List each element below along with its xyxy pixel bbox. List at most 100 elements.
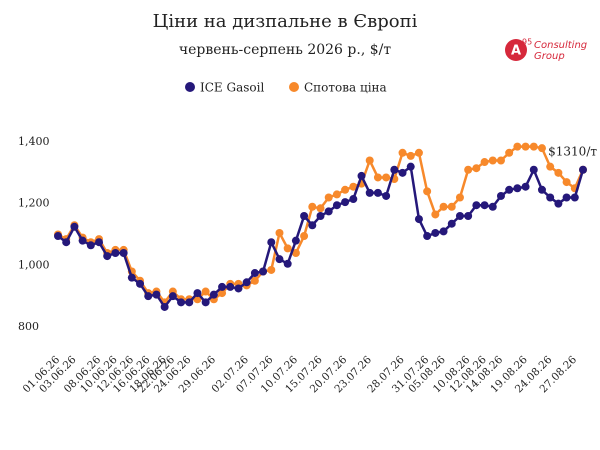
point [521, 182, 530, 191]
point [95, 238, 104, 247]
point [554, 168, 563, 177]
point [111, 248, 120, 257]
point [472, 164, 481, 173]
point [423, 187, 432, 196]
point [414, 215, 423, 224]
point [546, 162, 555, 171]
point [455, 212, 464, 221]
point [480, 201, 489, 210]
logo-text: Group [534, 51, 565, 62]
point [439, 227, 448, 236]
point [546, 193, 555, 202]
point [505, 148, 514, 157]
point [250, 269, 259, 278]
point [365, 188, 374, 197]
y-tick-label: 1,400 [18, 135, 50, 148]
point [496, 156, 505, 165]
point [201, 287, 210, 296]
chart-subtitle: червень-серпень 2026 р., $/т [179, 42, 391, 58]
point [529, 165, 538, 174]
point [390, 165, 399, 174]
point [341, 185, 350, 194]
point [78, 236, 87, 245]
point [373, 173, 382, 182]
point [431, 210, 440, 219]
logo: A 95 Consulting Group [505, 38, 587, 62]
point [218, 289, 227, 298]
point [193, 289, 202, 298]
point [529, 142, 538, 151]
point [324, 207, 333, 216]
point [86, 241, 95, 250]
point [283, 244, 292, 253]
point [119, 248, 128, 257]
point [267, 265, 276, 274]
point [513, 184, 522, 193]
point [275, 228, 284, 237]
logo-badge [505, 39, 527, 61]
point [382, 173, 391, 182]
point [283, 259, 292, 268]
point [291, 236, 300, 245]
point [398, 168, 407, 177]
logo-sup: 95 [522, 38, 532, 47]
legend-label: ICE Gasoil [200, 81, 264, 95]
point [570, 193, 579, 202]
point [226, 282, 235, 291]
y-tick-label: 1,000 [18, 258, 50, 271]
point [209, 290, 218, 299]
point [103, 252, 112, 261]
logo-mark: A [511, 44, 521, 59]
point [464, 212, 473, 221]
point [464, 165, 473, 174]
point [505, 185, 514, 194]
legend-marker [289, 82, 299, 92]
point [537, 185, 546, 194]
point [439, 202, 448, 211]
point [127, 273, 136, 282]
point [185, 298, 194, 307]
point [308, 221, 317, 230]
point [562, 178, 571, 187]
point [521, 142, 530, 151]
point [291, 248, 300, 257]
point [480, 158, 489, 167]
point [62, 238, 71, 247]
point [177, 298, 186, 307]
chart-title: Ціни на дизпальне в Європі [153, 11, 418, 32]
point [201, 298, 210, 307]
point [554, 199, 563, 208]
point [423, 232, 432, 241]
point [472, 201, 481, 210]
point [54, 232, 62, 241]
point [357, 171, 366, 180]
point [300, 212, 309, 221]
point [382, 191, 391, 200]
point [250, 276, 259, 285]
point [234, 284, 243, 293]
point [579, 165, 587, 174]
point [447, 202, 456, 211]
point [218, 282, 227, 291]
point [144, 292, 153, 301]
point [160, 302, 169, 311]
y-tick-label: 800 [18, 320, 39, 333]
logo-text: Consulting [534, 40, 587, 51]
y-tick-label: 1,200 [18, 197, 50, 210]
point [488, 202, 497, 211]
point [324, 193, 333, 202]
point [316, 204, 325, 213]
point [488, 156, 497, 165]
point [455, 193, 464, 202]
point [242, 278, 251, 287]
point [414, 148, 423, 157]
point [496, 191, 505, 200]
point [406, 151, 415, 160]
point [562, 193, 571, 202]
point [341, 198, 350, 207]
point [349, 182, 358, 191]
point [513, 142, 522, 151]
point [332, 190, 341, 199]
point [193, 295, 202, 304]
